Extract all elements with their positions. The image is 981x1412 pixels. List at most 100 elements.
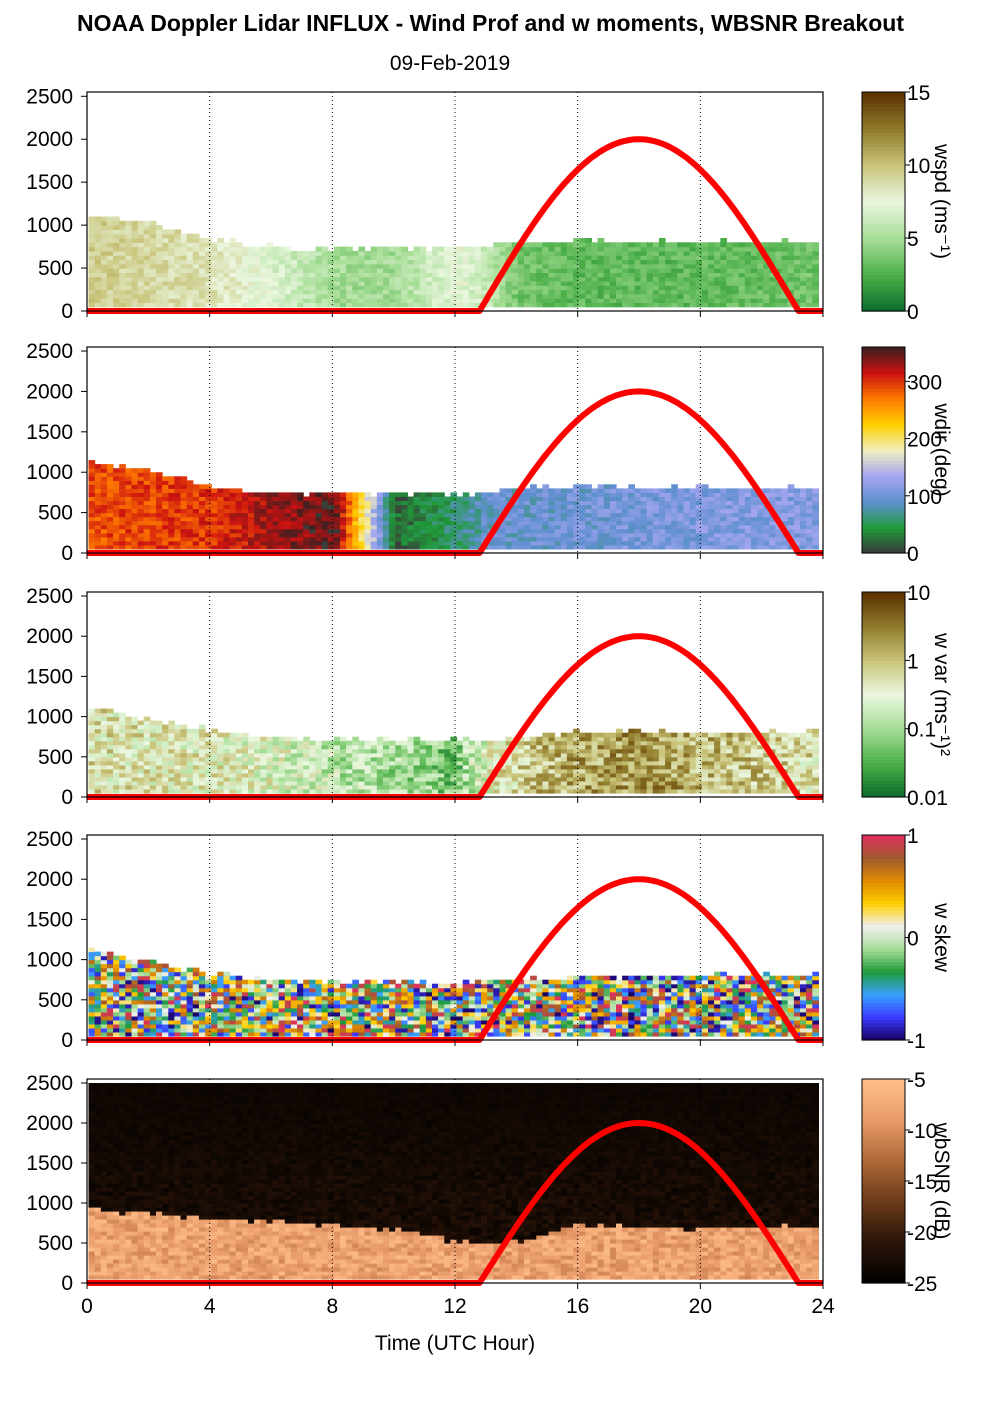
heatmap-cell: [156, 504, 163, 510]
heatmap-cell: [585, 500, 592, 506]
heatmap-cell: [536, 752, 543, 758]
heatmap-cell: [401, 272, 408, 278]
heatmap-cell: [438, 263, 445, 269]
heatmap-cell: [450, 768, 458, 774]
heatmap-cell: [340, 789, 347, 794]
heatmap-cell: [88, 732, 96, 738]
heatmap-cell: [714, 504, 721, 510]
heatmap-cell: [603, 516, 611, 522]
heatmap-cell: [180, 259, 188, 265]
heatmap-cell: [524, 736, 531, 742]
heatmap-cell: [616, 276, 623, 282]
heatmap-cell: [401, 544, 408, 550]
heatmap-cell: [499, 780, 507, 786]
heatmap-cell: [444, 250, 451, 256]
heatmap-cell: [88, 772, 96, 778]
heatmap-cell: [211, 760, 218, 766]
heatmap-cell: [119, 528, 126, 534]
heatmap-cell: [211, 285, 218, 291]
heatmap-cell: [229, 744, 237, 750]
heatmap-cell: [149, 536, 157, 542]
heatmap-cell: [597, 250, 605, 256]
heatmap-cell: [156, 744, 163, 750]
heatmap-cell: [652, 528, 660, 534]
heatmap-cell: [487, 276, 494, 282]
heatmap-cell: [162, 728, 169, 734]
heatmap-cell: [450, 784, 458, 790]
heatmap-cell: [113, 508, 120, 514]
heatmap-cell: [560, 280, 568, 286]
heatmap-cell: [119, 784, 126, 790]
heatmap-cell: [493, 293, 500, 299]
heatmap-cell: [462, 516, 470, 522]
heatmap-cell: [278, 528, 286, 534]
heatmap-cell: [272, 760, 280, 766]
heatmap-cell: [505, 756, 513, 762]
heatmap-cell: [542, 488, 550, 493]
heatmap-cell: [235, 780, 243, 786]
heatmap-cell: [358, 784, 366, 790]
heatmap-cell: [106, 520, 114, 526]
heatmap-cell: [174, 276, 182, 282]
heatmap-cell: [401, 789, 408, 794]
heatmap-cell: [474, 789, 482, 794]
heatmap-cell: [346, 524, 353, 530]
heatmap-cell: [781, 268, 789, 273]
heatmap-cell: [438, 276, 445, 282]
heatmap-cell: [493, 302, 500, 308]
heatmap-cell: [603, 302, 611, 308]
heatmap-cell: [462, 780, 470, 786]
heatmap-cell: [481, 524, 488, 530]
heatmap-cell: [658, 492, 666, 497]
heatmap-cell: [100, 736, 108, 742]
heatmap-cell: [554, 298, 562, 303]
heatmap-cell: [241, 544, 249, 550]
heatmap-cell: [395, 500, 402, 506]
heatmap-cell: [88, 464, 96, 469]
heatmap-cell: [119, 760, 126, 766]
heatmap-cell: [260, 789, 267, 794]
heatmap-cell: [432, 268, 439, 273]
heatmap-cell: [750, 246, 758, 252]
heatmap-cell: [474, 272, 482, 278]
heatmap-cell: [591, 298, 599, 303]
heatmap-cell: [180, 500, 188, 506]
heatmap-cell: [769, 285, 776, 291]
heatmap-cell: [560, 492, 568, 497]
heatmap-cell: [364, 263, 372, 269]
heatmap-cell: [769, 289, 776, 295]
heatmap-cell: [389, 492, 396, 497]
heatmap-cell: [290, 500, 298, 506]
heatmap-cell: [94, 752, 102, 758]
heatmap-cell: [530, 780, 537, 786]
heatmap-cell: [665, 500, 672, 506]
heatmap-cell: [505, 532, 513, 538]
heatmap-cell: [260, 255, 267, 261]
heatmap-cell: [254, 263, 261, 269]
heatmap-cell: [223, 736, 231, 742]
heatmap-cell: [303, 789, 310, 794]
heatmap-cell: [462, 272, 470, 278]
heatmap-cell: [217, 242, 224, 248]
heatmap-cell: [579, 532, 586, 538]
heatmap-cell: [303, 544, 310, 550]
heatmap-cell: [683, 276, 691, 282]
heatmap-cell: [376, 496, 384, 502]
heatmap-cell: [278, 276, 286, 282]
heatmap-cell: [438, 492, 445, 497]
heatmap-cell: [401, 520, 408, 526]
heatmap-cell: [106, 500, 114, 506]
heatmap-cell: [321, 496, 329, 502]
heatmap-cell: [419, 492, 427, 497]
heatmap-cell: [425, 492, 433, 497]
heatmap-cell: [248, 544, 255, 550]
heatmap-cell: [235, 524, 243, 530]
heatmap-cell: [548, 302, 556, 308]
heatmap-cell: [579, 268, 586, 273]
heatmap-cell: [290, 789, 298, 794]
heatmap-cell: [456, 516, 464, 522]
heatmap-cell: [272, 268, 280, 273]
heatmap-cell: [646, 293, 654, 299]
heatmap-cell: [573, 492, 580, 497]
